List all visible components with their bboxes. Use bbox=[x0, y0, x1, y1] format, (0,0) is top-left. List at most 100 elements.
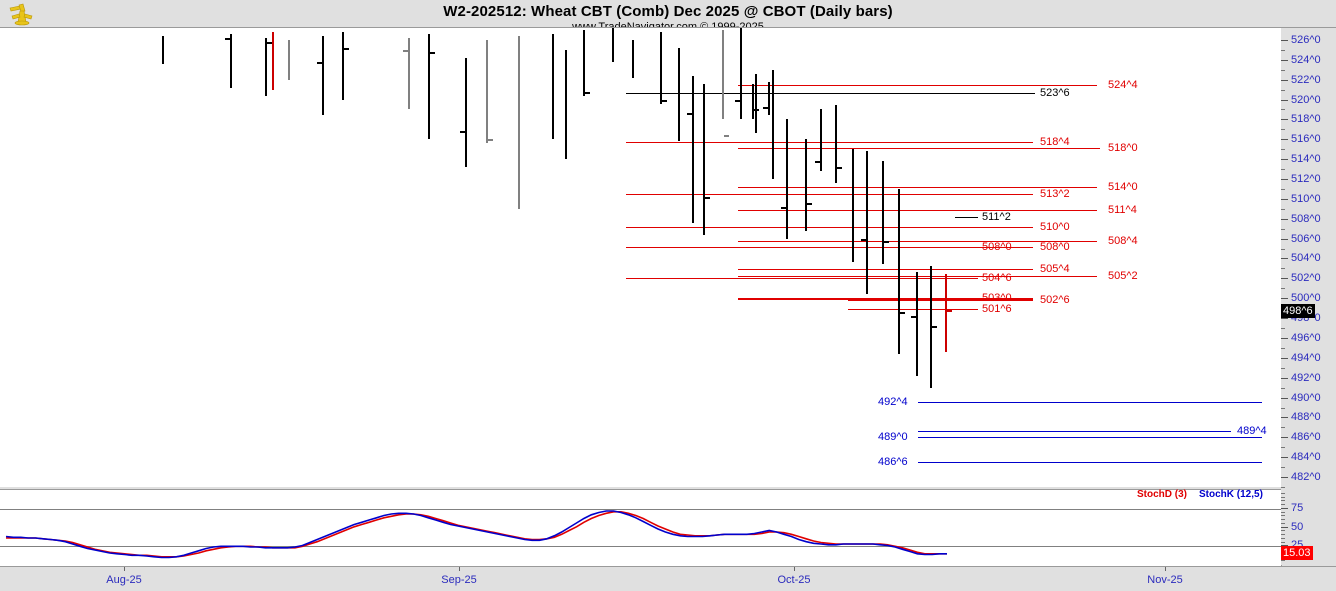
date-axis-label: Sep-25 bbox=[441, 574, 477, 586]
resistance-line[interactable] bbox=[738, 298, 1033, 300]
price-axis-tick bbox=[1281, 198, 1288, 200]
resistance-level-label: 505^2 bbox=[1108, 270, 1138, 282]
price-axis-label: 496^0 bbox=[1291, 331, 1321, 344]
resistance-line[interactable] bbox=[626, 142, 1033, 143]
page-title: W2-202512: Wheat CBT (Comb) Dec 2025 @ C… bbox=[443, 3, 893, 20]
resistance-line[interactable] bbox=[626, 278, 978, 279]
ohlc-close-tick bbox=[900, 312, 905, 315]
price-axis-tick bbox=[1281, 39, 1288, 41]
price-axis-tick bbox=[1281, 298, 1288, 300]
price-axis-minor-tick bbox=[1281, 89, 1285, 91]
date-axis-label: Aug-25 bbox=[106, 574, 142, 586]
price-axis-tick bbox=[1281, 179, 1288, 180]
ohlc-open-tick bbox=[763, 107, 768, 110]
ohlc-open-tick bbox=[815, 161, 820, 164]
ohlc-close-tick bbox=[662, 99, 667, 102]
ohlc-close-tick bbox=[267, 41, 272, 44]
ohlc-close-tick bbox=[585, 91, 590, 94]
price-axis-label: 486^0 bbox=[1291, 431, 1321, 444]
stochastic-axis[interactable]: 75502515.03 bbox=[1281, 489, 1336, 565]
ohlc-bar bbox=[740, 28, 742, 120]
resistance-line[interactable] bbox=[738, 269, 1033, 270]
resistance-level-label: 511^4 bbox=[1108, 204, 1137, 216]
resistance-line[interactable] bbox=[738, 85, 1097, 86]
price-axis-label: 520^0 bbox=[1291, 93, 1321, 106]
ohlc-bar bbox=[692, 75, 694, 223]
stochastic-axis-minor-tick bbox=[1281, 500, 1285, 502]
ohlc-bar bbox=[772, 69, 774, 179]
ohlc-bar bbox=[786, 119, 788, 239]
price-axis-tick bbox=[1281, 457, 1288, 459]
resistance-line[interactable] bbox=[738, 148, 1100, 149]
price-axis-label: 488^0 bbox=[1291, 411, 1321, 424]
resistance-line[interactable] bbox=[738, 187, 1097, 188]
ohlc-close-tick bbox=[837, 167, 842, 170]
resistance-line[interactable] bbox=[955, 217, 978, 218]
ohlc-open-tick bbox=[225, 37, 230, 40]
legend-stoch-k: StochK (12,5) bbox=[1199, 489, 1263, 500]
ohlc-bar bbox=[752, 83, 754, 120]
stochastic-axis-minor-tick bbox=[1281, 534, 1285, 535]
stochastic-axis-label: 75 bbox=[1291, 501, 1304, 514]
ohlc-bar bbox=[288, 39, 290, 80]
resistance-line[interactable] bbox=[738, 210, 1097, 211]
price-axis-tick bbox=[1281, 417, 1288, 419]
ohlc-close-tick bbox=[705, 196, 710, 199]
price-axis-label: 522^0 bbox=[1291, 73, 1321, 86]
price-axis-label: 504^0 bbox=[1291, 252, 1321, 265]
support-line[interactable] bbox=[918, 462, 1262, 463]
date-axis-label: Oct-25 bbox=[777, 574, 811, 586]
stochastic-axis-minor-tick bbox=[1281, 496, 1285, 498]
resistance-line[interactable] bbox=[848, 309, 978, 310]
price-axis-tick bbox=[1281, 238, 1288, 240]
price-axis-label: 506^0 bbox=[1291, 232, 1321, 245]
resistance-line[interactable] bbox=[738, 241, 1097, 242]
price-axis-tick bbox=[1281, 79, 1288, 81]
support-line[interactable] bbox=[918, 437, 1262, 438]
resistance-line[interactable] bbox=[626, 194, 1033, 195]
ohlc-bar bbox=[805, 139, 807, 231]
date-axis-tick bbox=[124, 567, 125, 571]
ohlc-bar bbox=[898, 188, 900, 354]
stochastic-axis-minor-tick bbox=[1281, 511, 1285, 513]
support-line[interactable] bbox=[918, 402, 1262, 403]
resistance-level-label: 502^6 bbox=[1040, 294, 1070, 306]
ohlc-bar bbox=[703, 83, 705, 235]
ohlc-bar bbox=[882, 161, 884, 265]
stochastic-axis-minor-tick bbox=[1281, 560, 1285, 562]
ohlc-bar bbox=[565, 49, 567, 160]
price-axis-tick bbox=[1281, 258, 1288, 260]
price-axis-minor-tick bbox=[1281, 248, 1285, 250]
stochastic-axis-minor-tick bbox=[1281, 541, 1285, 543]
date-axis-tick bbox=[459, 567, 460, 571]
support-line[interactable] bbox=[918, 431, 1231, 432]
price-axis-minor-tick bbox=[1281, 447, 1285, 449]
price-axis-label: 490^0 bbox=[1291, 391, 1321, 404]
resistance-line[interactable] bbox=[738, 247, 978, 248]
price-chart-pane[interactable]: 524^4 523^6 518^4 518^0 514^0 513^2 511^4 511^2… bbox=[0, 28, 1282, 513]
ohlc-bar bbox=[342, 31, 344, 100]
ohlc-open-tick bbox=[460, 131, 465, 134]
ohlc-open-tick bbox=[911, 316, 916, 319]
support-level-label: 486^6 bbox=[878, 456, 908, 468]
date-axis[interactable]: Aug-25 Sep-25 Oct-25 Nov-25 bbox=[0, 566, 1336, 591]
ohlc-bar bbox=[916, 272, 918, 376]
resistance-line[interactable] bbox=[626, 93, 1035, 94]
support-level-label: 489^4 bbox=[1237, 425, 1267, 437]
ohlc-bar bbox=[768, 81, 770, 116]
resistance-level-label: 514^0 bbox=[1108, 181, 1138, 193]
ohlc-close-tick bbox=[884, 240, 889, 243]
ohlc-bar bbox=[272, 31, 274, 90]
ohlc-bar bbox=[230, 33, 232, 88]
stochastic-pane[interactable] bbox=[0, 489, 1282, 566]
resistance-line[interactable] bbox=[848, 300, 1033, 301]
price-axis[interactable]: 526^0 524^0 522^0 520^0 518^0 516^0 514^0 512^0… bbox=[1281, 28, 1336, 488]
price-axis-label: 508^0 bbox=[1291, 212, 1321, 225]
chart-header: W2-202512: Wheat CBT (Comb) Dec 2025 @ C… bbox=[0, 0, 1336, 33]
price-axis-tick bbox=[1281, 59, 1288, 61]
stochastic-axis-minor-tick bbox=[1281, 515, 1285, 517]
ohlc-bar bbox=[465, 57, 467, 168]
resistance-level-label: 524^4 bbox=[1108, 79, 1138, 91]
resistance-line[interactable] bbox=[626, 227, 1033, 228]
